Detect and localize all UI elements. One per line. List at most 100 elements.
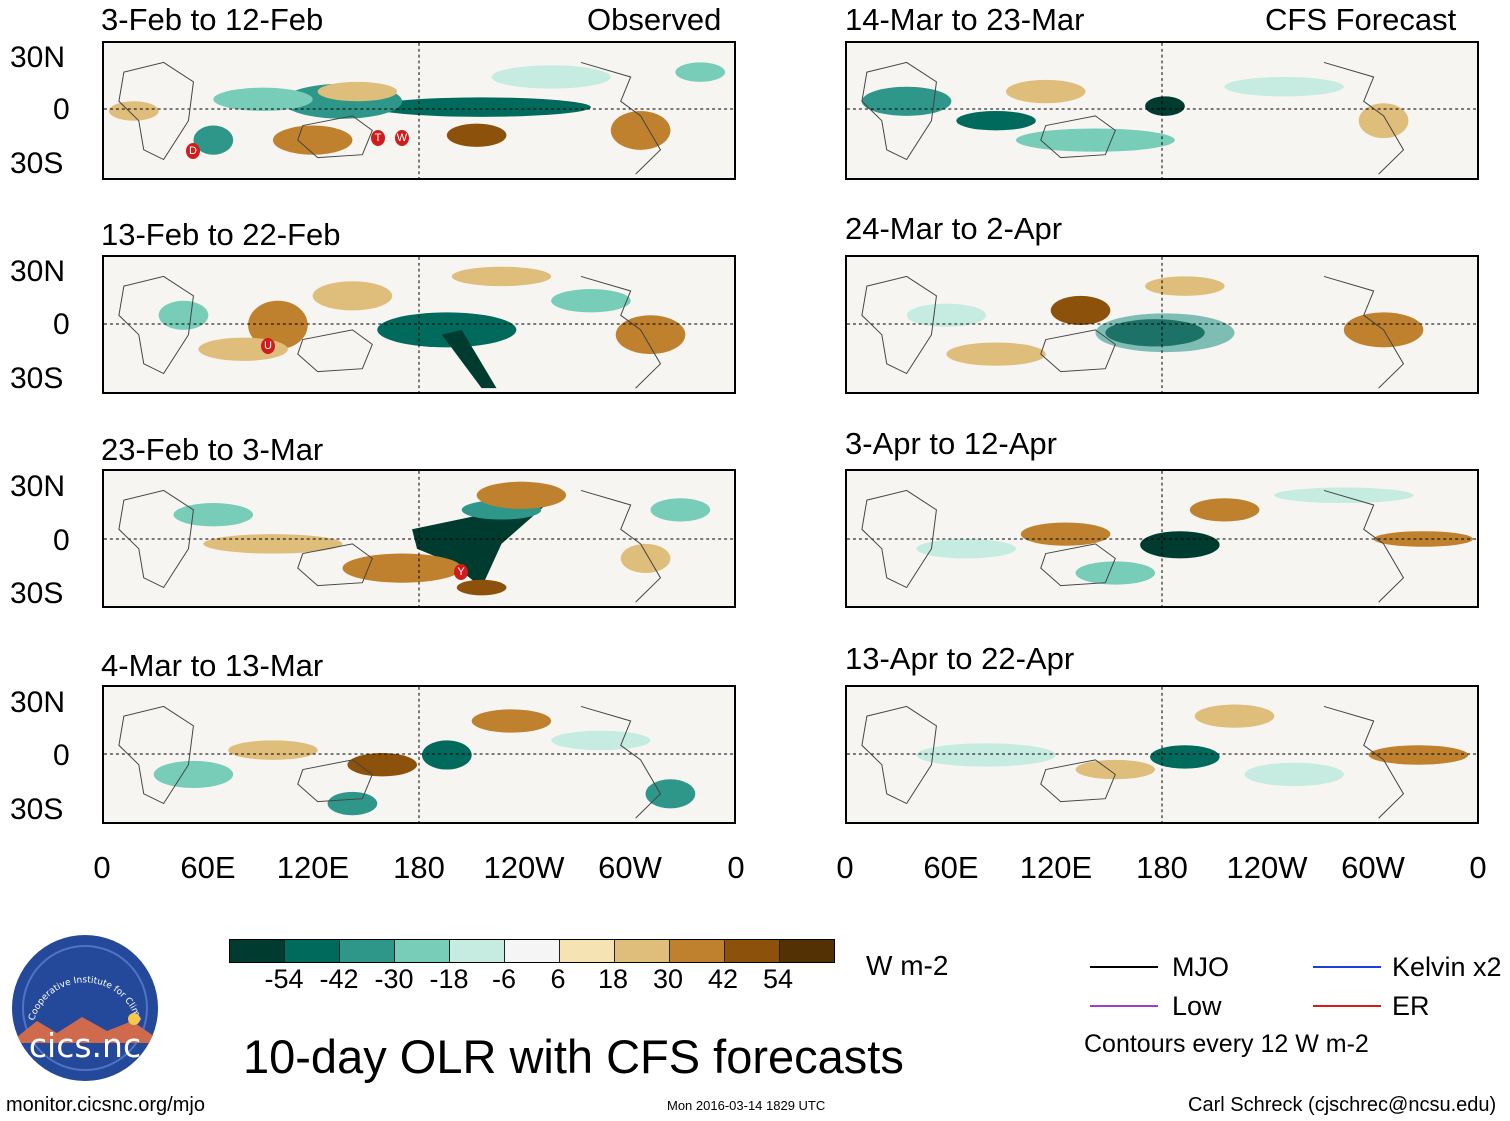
- olr-map-fcst-3: [845, 469, 1479, 608]
- y-label-30s-row2: 30S: [10, 362, 64, 395]
- olr-field-fcst-4: [847, 687, 1477, 822]
- x-label-left-180: 180: [393, 850, 445, 885]
- y-label-eq-row2: 0: [53, 308, 70, 341]
- panel-title-obs-4: 4-Mar to 13-Mar: [101, 648, 324, 683]
- legend-line-kelvin: [1313, 966, 1381, 968]
- y-label-30s-row3: 30S: [10, 577, 64, 610]
- olr-map-obs-4: [102, 685, 736, 824]
- colorbar-tick: 6: [550, 964, 566, 994]
- olr-field-obs-3: [104, 471, 734, 606]
- contour-note: Contours every 12 W m-2: [1084, 1030, 1369, 1058]
- y-label-eq-row3: 0: [53, 524, 70, 557]
- panel-title-fcst-1: 14-Mar to 23-Mar: [845, 2, 1085, 37]
- legend-line-mjo: [1090, 966, 1158, 968]
- footer-timestamp: Mon 2016-03-14 1829 UTC: [667, 1098, 826, 1113]
- colorbar-swatch: [670, 940, 725, 962]
- x-label-right-60w: 60W: [1341, 850, 1405, 885]
- colorbar-swatch: [505, 940, 560, 962]
- x-label-right-360: 0: [1469, 850, 1487, 885]
- x-label-right-180: 180: [1136, 850, 1188, 885]
- olr-map-obs-3: [102, 469, 736, 608]
- logo-arc-text: Cooperative Institute for Climate and Sa…: [12, 935, 143, 1024]
- colorbar-swatch: [560, 940, 615, 962]
- x-label-left-120w: 120W: [483, 850, 565, 885]
- logo-text: cics.nc: [28, 1026, 142, 1065]
- cics-logo: Cooperative Institute for Climate and Sa…: [12, 935, 158, 1081]
- legend-label-mjo: MJO: [1172, 952, 1229, 982]
- y-label-eq-row1: 0: [53, 93, 70, 126]
- panel-title-fcst-2: 24-Mar to 2-Apr: [845, 211, 1063, 246]
- colorbar-tick: -6: [491, 964, 517, 994]
- legend-line-er: [1313, 1005, 1381, 1007]
- olr-map-fcst-2: [845, 255, 1479, 394]
- colorbar-swatch: [780, 940, 834, 962]
- colorbar-tick: 42: [707, 964, 739, 994]
- colorbar-tick: 18: [597, 964, 629, 994]
- olr-field-obs-4: [104, 687, 734, 822]
- olr-map-obs-1: [102, 41, 736, 180]
- colorbar-tick: 54: [762, 964, 794, 994]
- mountain-icon: [12, 1013, 158, 1043]
- colorbar-bar: [229, 939, 835, 963]
- olr-field-fcst-1: [847, 43, 1477, 178]
- panel-title-fcst-4: 13-Apr to 22-Apr: [845, 641, 1075, 676]
- panel-title-fcst-3: 3-Apr to 12-Apr: [845, 426, 1057, 461]
- colorbar-swatch: [340, 940, 395, 962]
- y-label-30n-row3: 30N: [10, 470, 66, 503]
- colorbar-swatch: [395, 940, 450, 962]
- footer-author: Carl Schreck (cjschrec@ncsu.edu): [1188, 1094, 1497, 1116]
- x-label-right-0: 0: [836, 850, 854, 885]
- legend-line-low: [1090, 1005, 1158, 1007]
- panel-title-obs-3: 23-Feb to 3-Mar: [101, 432, 324, 467]
- olr-field-fcst-3: [847, 471, 1477, 606]
- y-label-eq-row4: 0: [53, 739, 70, 772]
- legend-label-kelvin: Kelvin x2: [1392, 952, 1502, 982]
- y-label-30n-row1: 30N: [10, 41, 66, 74]
- olr-map-fcst-4: [845, 685, 1479, 824]
- x-label-right-120e: 120E: [1019, 850, 1093, 885]
- footer-url[interactable]: monitor.cicsnc.org/mjo: [6, 1094, 205, 1116]
- panel-title-obs-1: 3-Feb to 12-Feb: [101, 2, 324, 37]
- y-label-30n-row2: 30N: [10, 255, 66, 288]
- storm-marker-y: Y: [454, 564, 468, 580]
- panel-title-obs-2: 13-Feb to 22-Feb: [101, 217, 341, 252]
- colorbar-swatch: [285, 940, 340, 962]
- x-label-right-120w: 120W: [1226, 850, 1308, 885]
- olr-map-fcst-1: [845, 41, 1479, 180]
- legend-label-er: ER: [1392, 991, 1430, 1021]
- colorbar-swatch: [450, 940, 505, 962]
- y-label-30n-row4: 30N: [10, 686, 66, 719]
- x-label-left-360: 0: [727, 850, 745, 885]
- figure-title: 10-day OLR with CFS forecasts: [243, 1030, 904, 1083]
- colorbar-tick: -42: [319, 964, 359, 994]
- y-label-30s-row1: 30S: [10, 147, 64, 180]
- colorbar-tick: -54: [264, 964, 304, 994]
- storm-marker-u: U: [261, 338, 275, 354]
- olr-field-fcst-2: [847, 257, 1477, 392]
- olr-field-obs-1: [104, 43, 734, 178]
- x-label-left-60w: 60W: [598, 850, 662, 885]
- x-label-left-60e: 60E: [180, 850, 236, 885]
- colorbar-tick: -30: [374, 964, 414, 994]
- colorbar-tick: -18: [429, 964, 469, 994]
- colorbar-swatch: [725, 940, 780, 962]
- colorbar-swatch: [615, 940, 670, 962]
- x-label-right-60e: 60E: [923, 850, 979, 885]
- olr-map-obs-2: [102, 255, 736, 394]
- panel-tag-observed: Observed: [587, 2, 722, 37]
- y-label-30s-row4: 30S: [10, 793, 64, 826]
- panel-tag-cfs-forecast: CFS Forecast: [1265, 2, 1457, 37]
- olr-field-obs-2: [104, 257, 734, 392]
- x-label-left-0: 0: [93, 850, 111, 885]
- colorbar-tick: 30: [652, 964, 684, 994]
- storm-marker-d: D: [186, 143, 200, 159]
- svg-text:Cooperative Institute for Clim: Cooperative Institute for Climate and Sa…: [12, 935, 143, 1024]
- storm-marker-w: W: [395, 130, 409, 146]
- colorbar-units: W m-2: [866, 950, 949, 981]
- colorbar-swatch: [230, 940, 285, 962]
- colorbar: -54 -42 -30 -18 -6 6 18 30 42 54: [229, 939, 835, 993]
- x-label-left-120e: 120E: [276, 850, 350, 885]
- logo-ring: [22, 945, 148, 1071]
- legend-label-low: Low: [1172, 991, 1222, 1021]
- storm-marker-t: T: [371, 130, 385, 146]
